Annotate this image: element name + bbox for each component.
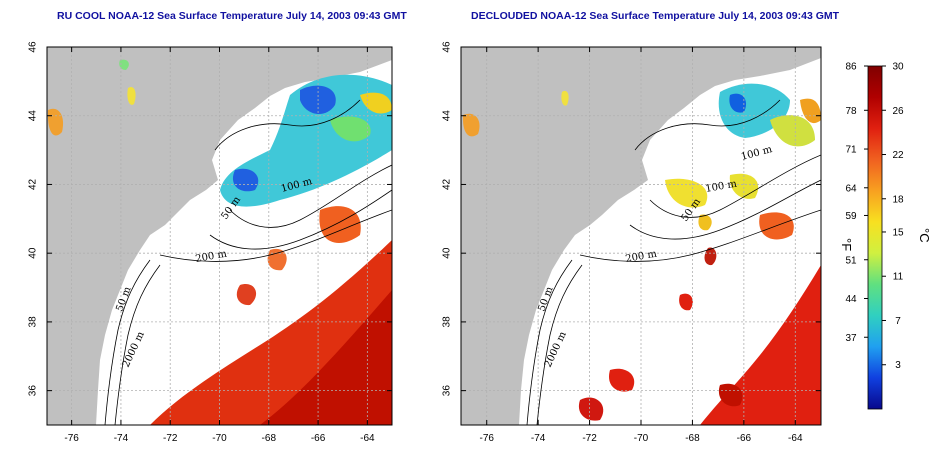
panel-right-title: DECLOUDED NOAA-12 Sea Surface Temperatur… — [471, 10, 840, 22]
celsius-tick-label: 3 — [895, 360, 901, 371]
bathymetry-contours-right — [526, 99, 821, 425]
grid-lines-right — [461, 47, 821, 425]
x-tick-label: -64 — [360, 433, 375, 444]
celsius-tick-label: 22 — [892, 150, 904, 161]
y-tick-label: 42 — [28, 178, 39, 190]
fahrenheit-tick-label: 64 — [845, 183, 857, 194]
celsius-tick-label: 11 — [893, 272, 904, 283]
y-tick-label: 36 — [442, 385, 453, 397]
x-tick-label: -74 — [531, 433, 546, 444]
fahrenheit-tick-label: 51 — [845, 255, 857, 266]
celsius-tick-label: 30 — [892, 62, 904, 73]
x-tick-label: -66 — [737, 433, 752, 444]
x-tick-label: -66 — [311, 433, 326, 444]
fahrenheit-tick-label: 71 — [845, 145, 857, 156]
map-panel-left: 50 m 100 m 200 m 50 m 2000 m -76 -74 -72 -7… — [28, 41, 393, 444]
land-mass — [47, 47, 392, 425]
x-tick-label: -64 — [788, 433, 803, 444]
y-tick-label: 40 — [442, 247, 453, 259]
colorbar: 30 26 22 18 15 11 7 3 86 78 71 64 59 51 44 37 °F °C — [839, 62, 932, 410]
bathymetry-contours-left — [104, 99, 392, 425]
y-tick-label: 42 — [442, 178, 453, 190]
y-tick-label: 40 — [28, 247, 39, 259]
fahrenheit-unit-label: °F — [839, 238, 854, 251]
x-tick-label: -72 — [582, 433, 597, 444]
y-tick-label: 46 — [28, 41, 39, 53]
x-tick-label: -68 — [685, 433, 700, 444]
celsius-tick-label: 15 — [892, 227, 904, 238]
x-tick-label: -76 — [479, 433, 494, 444]
grid-lines-left — [47, 47, 392, 425]
fahrenheit-tick-label: 86 — [845, 62, 857, 73]
fahrenheit-tick-label: 44 — [845, 294, 857, 305]
y-tick-label: 38 — [442, 316, 453, 328]
x-tick-label: -68 — [262, 433, 277, 444]
y-tick-label: 36 — [28, 385, 39, 397]
x-tick-label: -72 — [163, 433, 178, 444]
y-tick-label: 44 — [28, 110, 39, 122]
fahrenheit-tick-label: 37 — [845, 333, 857, 344]
celsius-tick-label: 26 — [892, 106, 904, 117]
x-tick-label: -76 — [64, 433, 79, 444]
y-tick-label: 44 — [442, 110, 453, 122]
axis-ticks-left: -76 -74 -72 -70 -68 -66 -64 36 38 40 42 44 46 — [28, 41, 392, 444]
land-mass — [461, 47, 821, 425]
x-tick-label: -70 — [634, 433, 649, 444]
x-tick-label: -70 — [212, 433, 227, 444]
x-tick-label: -74 — [114, 433, 129, 444]
celsius-unit-label: °C — [917, 228, 932, 243]
map-panel-right: 100 m 100 m 50 m 200 m 50 m 2000 m -76 -7… — [442, 41, 822, 444]
axis-ticks-right: -76 -74 -72 -70 -68 -66 -64 36 38 40 42 44 46 — [442, 41, 821, 444]
celsius-tick-label: 18 — [892, 194, 904, 205]
panel-left-title: RU COOL NOAA-12 Sea Surface Temperature … — [57, 10, 407, 22]
fahrenheit-tick-label: 78 — [845, 106, 857, 117]
y-tick-label: 46 — [442, 41, 453, 53]
colorbar-strip — [867, 65, 883, 410]
fahrenheit-tick-label: 59 — [845, 211, 857, 222]
colorbar-ticks: 30 26 22 18 15 11 7 3 86 78 71 64 59 51 44 37 — [845, 62, 904, 372]
y-tick-label: 38 — [28, 316, 39, 328]
celsius-tick-label: 7 — [895, 316, 901, 327]
